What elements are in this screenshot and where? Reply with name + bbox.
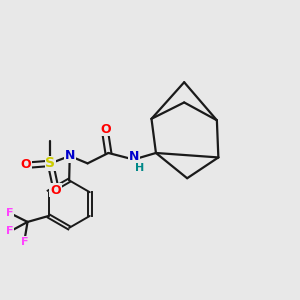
Text: F: F	[21, 236, 29, 247]
Text: S: S	[45, 156, 56, 170]
Text: O: O	[50, 184, 61, 196]
Text: O: O	[20, 158, 31, 171]
Text: O: O	[100, 123, 111, 136]
Text: H: H	[135, 164, 144, 173]
Text: F: F	[6, 208, 14, 218]
Text: N: N	[64, 149, 75, 162]
Text: N: N	[128, 150, 139, 163]
Text: F: F	[6, 226, 14, 236]
